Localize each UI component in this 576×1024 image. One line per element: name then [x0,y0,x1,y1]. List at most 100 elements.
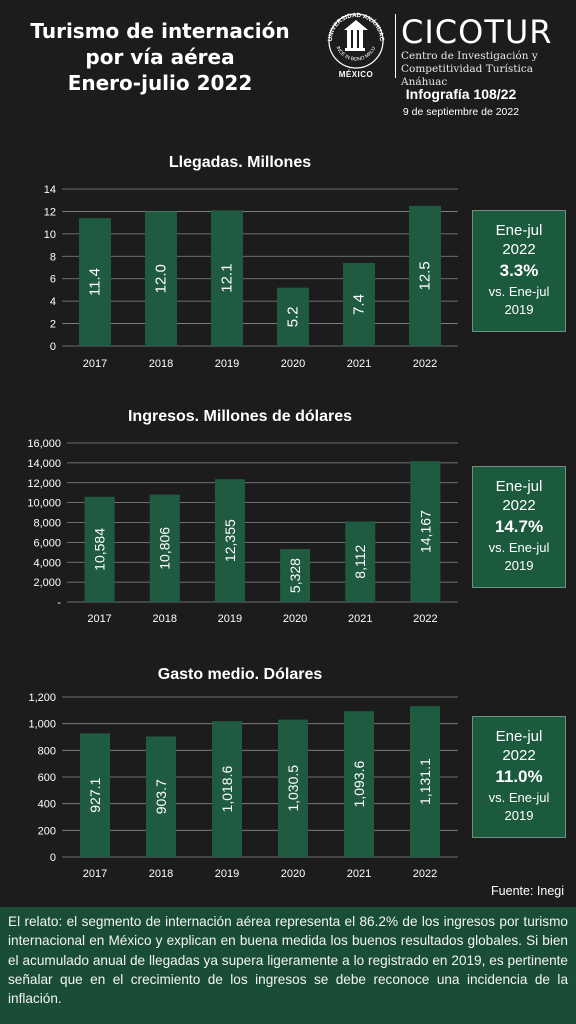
summary-box-ingresos: Ene-jul 2022 14.7% vs. Ene-jul 2019 [472,466,566,588]
bar-2018 [145,211,177,346]
bar-value-label: 5,328 [287,558,303,593]
logo-divider [395,14,396,78]
bar-value-label: 7.4 [351,294,368,315]
summary-box-llegadas: Ene-jul 2022 3.3% vs. Ene-jul 2019 [472,210,566,332]
bar-2022 [410,461,441,602]
y-tick-label: 2 [50,319,56,331]
bar-value-label: 1,131.1 [417,758,433,805]
bar-value-label: 1,093.6 [351,761,367,808]
title-line-1: Turismo de internación [30,19,290,43]
bar-2020 [280,549,311,602]
brand-name: CICOTUR [401,13,553,51]
chart-title-gasto: Gasto medio. Dólares [157,666,323,683]
x-tick-label: 2022 [413,613,437,625]
bar-value-label: 10,806 [157,527,173,570]
summary-vs-1: vs. Ene-jul [488,790,550,805]
bar-value-label: 14,167 [417,510,433,553]
anahuac-logo: UNIVERSIDAD ANÁHUAC VINCE IN BONO MALUM … [320,4,390,82]
summary-vs-1: vs. Ene-jul [488,284,550,299]
x-tick-label: 2021 [347,868,371,880]
bar-2021 [345,521,376,602]
summary-box-gasto: Ene-jul 2022 11.0% vs. Ene-jul 2019 [472,716,566,838]
y-tick-label: 4 [50,296,56,308]
story-paragraph: El relato: el segmento de internación aé… [0,907,576,1024]
bar-value-label: 12,355 [222,519,238,562]
y-tick-label: 16,000 [27,438,61,450]
chart-llegadas: 0 2 4 6 8 10 12 14 11.4 2017 12.0 2018 12.1 2019 5.2 20… [44,184,458,370]
x-tick-label: 2019 [218,613,242,625]
bar-2021 [343,263,375,346]
bar-value-label: 11.4 [87,268,104,296]
title-line-3: Enero-julio 2022 [67,71,253,95]
y-tick-label: 12 [44,206,56,218]
brand-sub-line-2: Competitividad Turística Anáhuac [401,63,533,88]
y-tick-label: 0 [50,852,56,864]
summary-percent: 14.7% [494,517,544,536]
y-tick-label: 2,000 [33,577,61,589]
summary-head-2: 2022 [502,497,536,514]
y-tick-label: 0 [50,341,56,353]
x-tick-label: 2018 [149,868,173,880]
bar-value-label: 12.5 [417,261,434,290]
y-tick-label: 1,000 [28,719,56,731]
brand-sub-line-1: Centro de Investigación y [401,50,538,62]
bar-2021 [344,711,374,857]
y-tick-label: 6 [50,274,56,286]
y-tick-label: 400 [38,799,56,811]
summary-vs-2: 2019 [504,558,534,573]
summary-vs-2: 2019 [504,808,534,823]
y-tick-label: 6,000 [33,537,61,549]
x-tick-label: 2021 [347,358,371,370]
chart-title-ingresos: Ingresos. Millones de dólares [127,408,353,425]
bar-value-label: 1,018.6 [219,766,235,813]
bar-value-label: 5.2 [285,306,302,327]
y-tick-label: 14,000 [27,458,61,470]
y-tick-label: 200 [38,825,56,837]
publication-date: 9 de septiembre de 2022 [402,106,520,118]
bar-2019 [214,479,245,602]
bar-value-label: 12.0 [153,264,170,293]
bar-2018 [146,736,176,857]
y-tick-label: 10 [44,229,56,241]
infographic-title: Turismo de internación por vía aérea Ene… [0,18,320,96]
x-tick-label: 2020 [283,613,307,625]
x-tick-label: 2020 [281,868,305,880]
x-tick-label: 2019 [215,358,239,370]
bar-2017 [79,218,111,346]
x-tick-label: 2017 [87,613,111,625]
logo-country: MÉXICO [338,70,374,79]
x-tick-label: 2017 [83,358,107,370]
x-tick-label: 2022 [413,358,437,370]
bar-2019 [211,210,243,346]
summary-percent: 11.0% [495,767,543,786]
summary-head-1: Ene-jul [495,728,543,745]
x-tick-label: 2017 [83,868,107,880]
bar-value-label: 903.7 [153,779,169,814]
bar-value-label: 927.1 [87,777,103,812]
title-line-2: por vía aérea [85,45,235,69]
summary-head-2: 2022 [502,241,536,258]
chart-ingresos: - 2,000 4,000 6,000 8,000 10,000 12,000 14,000 1… [27,438,458,625]
summary-vs-1: vs. Ene-jul [488,540,550,555]
bar-2020 [277,287,309,346]
y-tick-label: 1,200 [28,692,56,704]
brand-subtitle: Centro de Investigación y Competitividad… [401,50,576,89]
x-tick-label: 2022 [413,868,437,880]
source-note: Fuente: Inegi [491,884,564,898]
y-tick-label: 14 [44,184,56,196]
summary-head-1: Ene-jul [495,478,543,495]
bar-2020 [278,719,308,857]
y-tick-label: 800 [38,745,56,757]
x-tick-label: 2019 [215,868,239,880]
bar-2017 [84,496,115,602]
summary-head-1: Ene-jul [495,222,543,239]
x-tick-label: 2018 [153,613,177,625]
bar-value-label: 1,030.5 [285,765,301,812]
bar-2019 [212,721,242,857]
bar-2022 [409,205,441,346]
y-tick-label: - [57,597,61,609]
bar-value-label: 10,584 [92,528,108,571]
x-tick-label: 2021 [348,613,372,625]
bar-2022 [410,706,440,857]
